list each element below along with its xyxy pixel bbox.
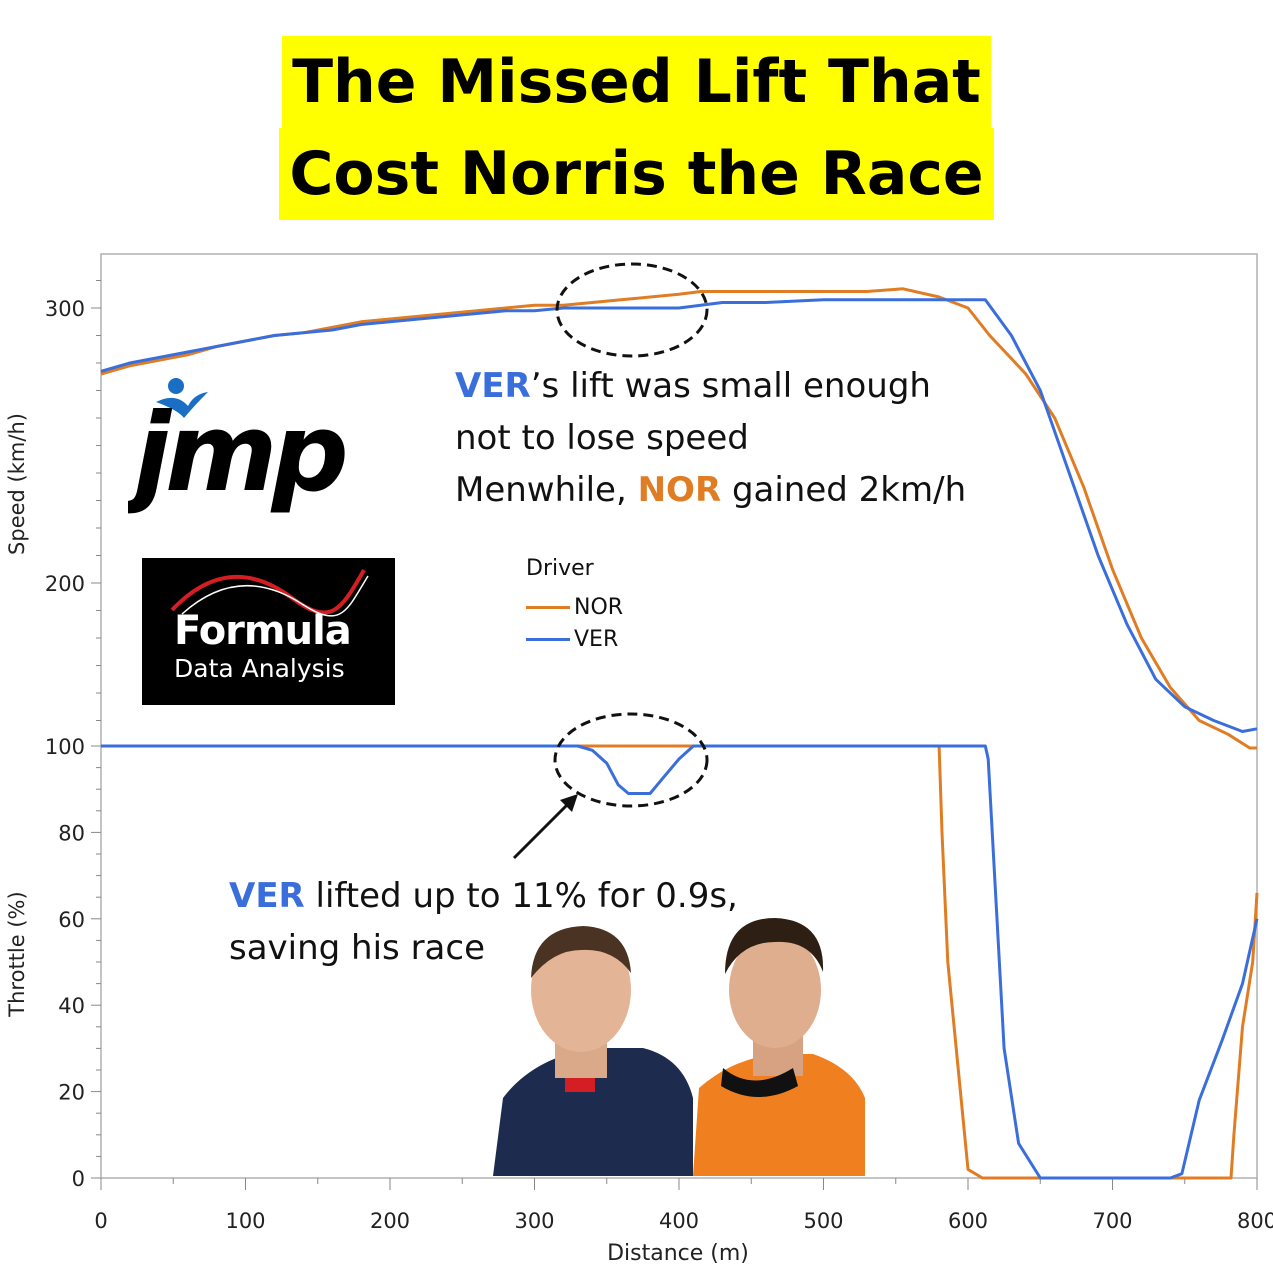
distance-tick-label: 100	[225, 1209, 265, 1233]
throttle-y-axis: 0 20 40 60 80 100	[45, 735, 101, 1191]
distance-tick-label: 600	[948, 1209, 988, 1233]
distance-tick-label: 200	[370, 1209, 410, 1233]
annotation-throttle: VER lifted up to 11% for 0.9s, saving hi…	[229, 876, 738, 968]
annotation-speed-ver: VER	[455, 366, 531, 406]
speed-tick-label: 300	[45, 297, 85, 321]
fda-logo-line2: Data Analysis	[174, 654, 345, 683]
throttle-line-ver	[101, 744, 1259, 1180]
distance-tick-label: 700	[1092, 1209, 1132, 1233]
highlight-ellipse-speed	[555, 262, 709, 358]
jmp-logo: jmp	[120, 372, 378, 522]
nor-portrait	[693, 918, 865, 1176]
throttle-tick-label: 80	[58, 821, 85, 845]
throttle-tick-label: 100	[45, 735, 85, 759]
series-layer	[100, 287, 1259, 1180]
speed-y-axis: 200 300	[45, 280, 101, 721]
annotation-throttle-ver: VER	[229, 876, 305, 916]
formula-data-analysis-logo: Formula Data Analysis	[142, 558, 395, 705]
title-line-2: Cost Norris the Race	[279, 128, 994, 220]
legend-title: Driver	[526, 556, 594, 581]
annotation-arrowhead	[560, 794, 578, 812]
highlight-ellipse-throttle	[553, 712, 709, 808]
ver-portrait	[493, 926, 693, 1176]
throttle-tick-label: 0	[72, 1167, 85, 1191]
distance-x-axis: 0 100 200 300 400 500 600 700 800	[94, 1178, 1273, 1233]
distance-tick-label: 400	[659, 1209, 699, 1233]
distance-tick-label: 300	[514, 1209, 554, 1233]
distance-tick-label: 500	[803, 1209, 843, 1233]
throttle-tick-label: 20	[58, 1081, 85, 1105]
chart-title: The Missed Lift That Cost Norris the Rac…	[0, 36, 1273, 220]
speed-line-ver	[100, 298, 1258, 733]
driver-portraits-image	[493, 918, 865, 1176]
throttle-tick-label: 40	[58, 994, 85, 1018]
throttle-axis-title: Throttle (%)	[5, 891, 29, 1017]
fda-logo-line1: Formula	[174, 608, 352, 654]
legend: Driver NOR VER	[526, 556, 623, 655]
x-axis-title: Distance (m)	[607, 1241, 749, 1266]
annotation-speed-nor: NOR	[637, 470, 722, 510]
legend-item-nor: NOR	[526, 591, 623, 623]
legend-item-ver: VER	[526, 623, 623, 655]
svg-text:jmp: jmp	[128, 391, 346, 516]
title-line-1: The Missed Lift That	[282, 36, 991, 128]
distance-tick-label: 0	[94, 1209, 107, 1233]
annotation-arrow	[512, 798, 574, 860]
distance-tick-label: 800	[1237, 1209, 1273, 1233]
speed-axis-title: Speed (km/h)	[5, 413, 29, 555]
throttle-tick-label: 60	[58, 908, 85, 932]
speed-tick-label: 200	[45, 572, 85, 596]
annotation-speed: VER’s lift was small enough not to lose …	[455, 366, 967, 510]
